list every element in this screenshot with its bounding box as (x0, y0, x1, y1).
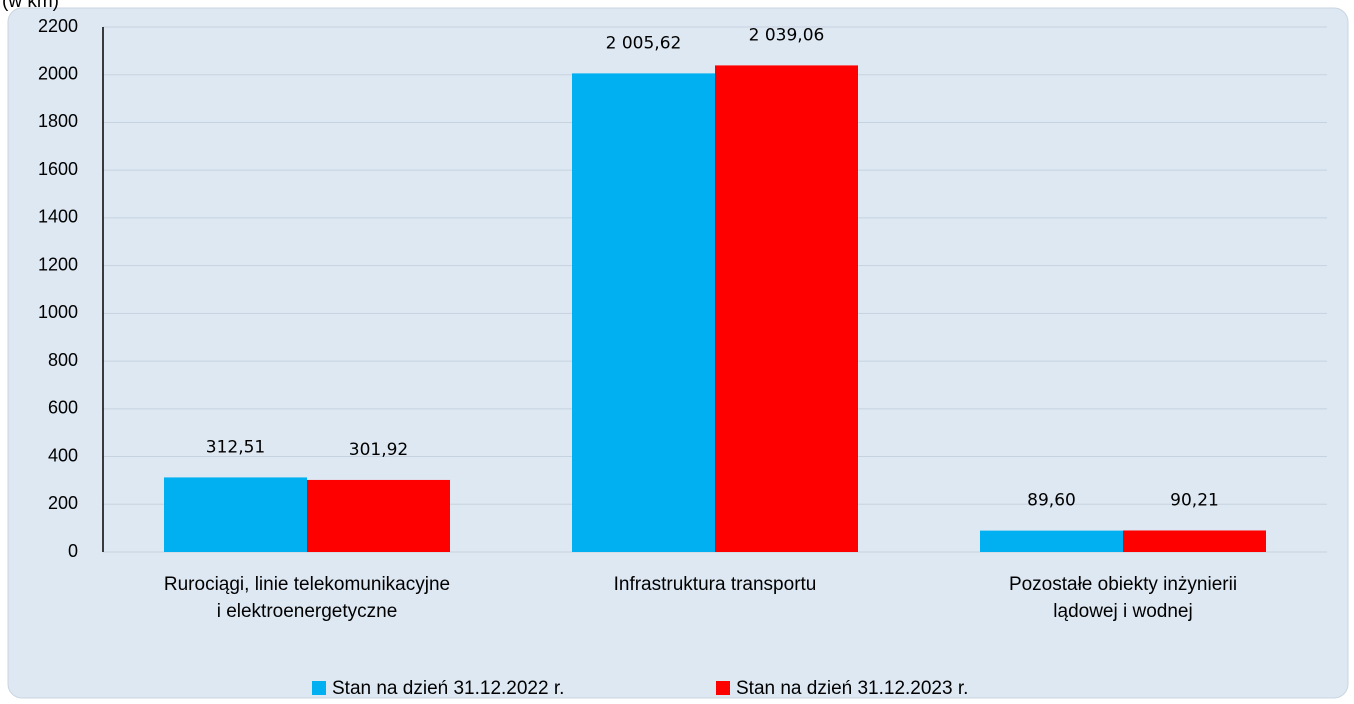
x-tick-label: Pozostałe obiekty inżynierii lądowej i wo… (1009, 574, 1237, 622)
bar (572, 73, 715, 552)
value-label: 2 039,06 (749, 25, 825, 45)
x-tick-label: Rurociągi, linie telekomunikacyjne i elek… (164, 574, 450, 622)
value-label: 90,21 (1170, 490, 1219, 510)
y-tick-label: 600 (48, 398, 78, 418)
legend-label: Stan na dzień 31.12.2022 r. (332, 678, 564, 699)
y-tick-label: 400 (48, 445, 78, 465)
legend-swatch (716, 681, 730, 695)
y-tick-label: 2200 (38, 16, 78, 36)
y-axis-label: (w km) (2, 0, 59, 12)
y-tick-label: 1400 (38, 207, 78, 227)
bar (715, 65, 858, 553)
value-label: 301,92 (349, 440, 408, 460)
y-tick-label: 1000 (38, 302, 78, 322)
bar (164, 477, 307, 552)
x-tick-label: Infrastruktura transportu (614, 574, 817, 595)
value-label: 89,60 (1027, 491, 1076, 511)
value-label: 2 005,62 (606, 33, 682, 53)
bar (1123, 530, 1266, 552)
legend-label: Stan na dzień 31.12.2023 r. (736, 678, 968, 699)
y-tick-label: 200 (48, 493, 78, 513)
y-tick-label: 1800 (38, 111, 78, 131)
y-tick-label: 1600 (38, 159, 78, 179)
legend-swatch (312, 681, 326, 695)
bar (307, 479, 450, 552)
y-tick-label: 800 (48, 350, 78, 370)
value-label: 312,51 (206, 437, 265, 457)
y-tick-label: 1200 (38, 254, 78, 274)
y-tick-label: 2000 (38, 63, 78, 83)
bar (980, 530, 1123, 552)
y-tick-label: 0 (68, 541, 78, 561)
